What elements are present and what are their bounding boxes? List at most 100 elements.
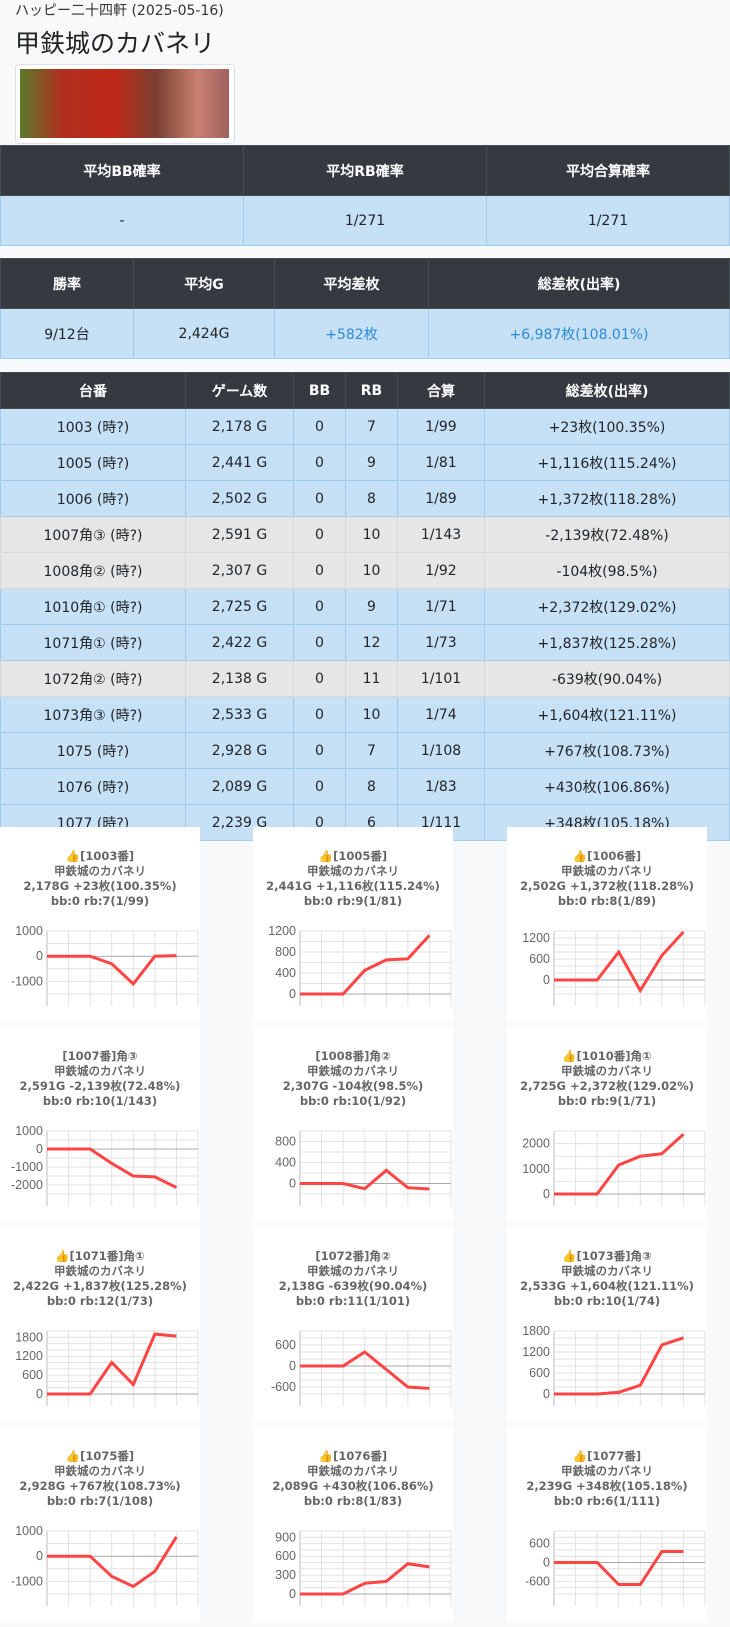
result-summary-table: 勝率 平均G 平均差枚 総差枚(出率) 9/12台 2,424G +582枚 +6,987枚… [0,258,730,359]
chart-title-line: 2,089G +430枚(106.86%) [272,1479,434,1493]
bb-count: 0 [293,660,346,697]
chart-title: 👍[1005番] 甲鉄城のカバネリ 2,441G +1,116枚(115.24%) b… [253,849,453,909]
table-row[interactable]: 1073角③ (時?) 2,533 G 0 10 1/74 +1,604枚(121.11%… [0,696,730,733]
y-tick-label: 1200 [522,1345,550,1359]
total-diff: +23枚(100.35%) [484,408,730,445]
machine-number: 1076 (時?) [0,768,186,805]
avg-total: 1/271 [486,195,730,246]
column-header: 合算 [397,372,485,409]
chart-title-line: bb:0 rb:8(1/89) [557,894,657,908]
y-tick-label: 1200 [522,931,550,945]
line-chart: 0 600 1200 1800 [522,1324,706,1406]
total-diff: +1,116枚(115.24%) [484,444,730,481]
combined-rate: 1/92 [397,552,485,589]
y-tick-label: 300 [275,1568,296,1582]
table-row[interactable]: 1071角① (時?) 2,422 G 0 12 1/73 +1,837枚(125.28%… [0,624,730,661]
bb-count: 0 [293,480,346,517]
chart-title: [1072番]角② 甲鉄城のカバネリ 2,138G -639枚(90.04%) bb:… [253,1249,453,1309]
chart-title: 👍[1010番]角① 甲鉄城のカバネリ 2,725G +2,372枚(129.02%… [507,1049,707,1109]
y-tick-label: 400 [275,1156,296,1170]
rb-count: 8 [345,480,398,517]
chart-title-line: 甲鉄城のカバネリ [561,1064,653,1078]
chart-title-line: 👍[1073番]角③ [562,1249,652,1263]
y-tick-label: 1000 [15,924,43,938]
chart-title: 👍[1073番]角③ 甲鉄城のカバネリ 2,533G +1,604枚(121.11%… [507,1249,707,1309]
machine-chart-card: 👍[1071番]角① 甲鉄城のカバネリ 2,422G +1,837枚(125.28%… [0,1227,200,1421]
table-row[interactable]: 1072角② (時?) 2,138 G 0 11 1/101 -639枚(90.04%) [0,660,730,697]
machine-chart-card: 👍[1075番] 甲鉄城のカバネリ 2,928G +767枚(108.73%) bb:… [0,1427,200,1621]
combined-rate: 1/108 [397,732,485,769]
table-row[interactable]: 1003 (時?) 2,178 G 0 7 1/99 +23枚(100.35%) [0,408,730,445]
y-tick-label: 1000 [522,1162,550,1176]
combined-rate: 1/143 [397,516,485,553]
bb-count: 0 [293,552,346,589]
y-tick-label: -600 [525,1574,550,1588]
machine-number: 1072角② (時?) [0,660,186,697]
chart-title-line: 2,928G +767枚(108.73%) [19,1479,181,1493]
avg-diff: +582枚 [274,308,429,359]
avg-bb: - [0,195,244,246]
chart-title-line: bb:0 rb:10(1/143) [42,1094,158,1108]
chart-title-line: bb:0 rb:8(1/83) [303,1494,403,1508]
y-tick-label: 1800 [15,1330,43,1344]
total-diff: +767枚(108.73%) [484,732,730,769]
y-tick-label: 0 [543,973,550,987]
chart-title-line: bb:0 rb:12(1/73) [46,1294,154,1308]
rb-count: 11 [345,660,398,697]
rb-count: 10 [345,516,398,553]
y-tick-label: -1000 [11,1574,43,1588]
column-header: 総差枚(出率) [484,372,730,409]
table-row[interactable]: 1005 (時?) 2,441 G 0 9 1/81 +1,116枚(115.24%) [0,444,730,481]
table-row[interactable]: 1008角② (時?) 2,307 G 0 10 1/92 -104枚(98.5%) [0,552,730,589]
line-chart: 0 400 800 1200 [268,924,452,1006]
machine-banner [15,64,235,144]
machine-chart-card: 👍[1010番]角① 甲鉄城のカバネリ 2,725G +2,372枚(129.02%… [507,1027,707,1221]
table-row[interactable]: 1010角① (時?) 2,725 G 0 9 1/71 +2,372枚(129.02%) [0,588,730,625]
y-tick-label: -2000 [11,1178,43,1192]
avg-rb: 1/271 [243,195,487,246]
chart-title: 👍[1077番] 甲鉄城のカバネリ 2,239G +348枚(105.18%) bb:… [507,1449,707,1509]
rb-count: 10 [345,696,398,733]
chart-title-line: 👍[1010番]角① [562,1049,652,1063]
chart-title-line: 2,178G +23枚(100.35%) [23,879,177,893]
table-row[interactable]: 1076 (時?) 2,089 G 0 8 1/83 +430枚(106.86%) [0,768,730,805]
machine-number: 1007角③ (時?) [0,516,186,553]
header-avg-rb: 平均RB確率 [243,145,487,196]
chart-title-line: 甲鉄城のカバネリ [54,864,146,878]
header-avg-total: 平均合算確率 [486,145,730,196]
header-avg-diff: 平均差枚 [274,258,429,309]
table-row[interactable]: 1006 (時?) 2,502 G 0 8 1/89 +1,372枚(118.28%) [0,480,730,517]
total-diff: -104枚(98.5%) [484,552,730,589]
table-row[interactable]: 1007角③ (時?) 2,591 G 0 10 1/143 -2,139枚(72.48%… [0,516,730,553]
chart-title-line: 👍[1075番] [65,1449,135,1463]
rb-count: 9 [345,444,398,481]
combined-rate: 1/89 [397,480,485,517]
chart-title-line: [1007番]角③ [62,1049,138,1063]
y-tick-label: 0 [289,1587,296,1601]
y-tick-label: 1000 [15,1524,43,1538]
y-tick-label: -600 [271,1380,296,1394]
chart-title-line: [1072番]角② [315,1249,391,1263]
chart-title-line: 甲鉄城のカバネリ [561,864,653,878]
bb-count: 0 [293,732,346,769]
total-diff: +2,372枚(129.02%) [484,588,730,625]
banner-image [20,69,229,138]
chart-title-line: 👍[1006番] [572,849,642,863]
chart-title-line: 2,502G +1,372枚(118.28%) [520,879,694,893]
machine-number: 1006 (時?) [0,480,186,517]
combined-rate: 1/99 [397,408,485,445]
y-tick-label: 400 [275,966,296,980]
y-tick-label: 600 [529,1366,550,1380]
machine-number: 1008角② (時?) [0,552,186,589]
y-tick-label: 0 [289,1359,296,1373]
table-row[interactable]: 1075 (時?) 2,928 G 0 7 1/108 +767枚(108.73%) [0,732,730,769]
chart-title-line: bb:0 rb:11(1/101) [295,1294,411,1308]
y-tick-label: 0 [543,1387,550,1401]
line-chart: 0 1000 2000 [522,1130,706,1206]
total-diff: +1,604枚(121.11%) [484,696,730,733]
header-avg-bb: 平均BB確率 [0,145,244,196]
line-chart: -600 0 600 [525,1530,706,1606]
y-tick-label: 1000 [15,1124,43,1138]
machine-number: 1071角① (時?) [0,624,186,661]
chart-title-line: 2,138G -639枚(90.04%) [278,1279,428,1293]
